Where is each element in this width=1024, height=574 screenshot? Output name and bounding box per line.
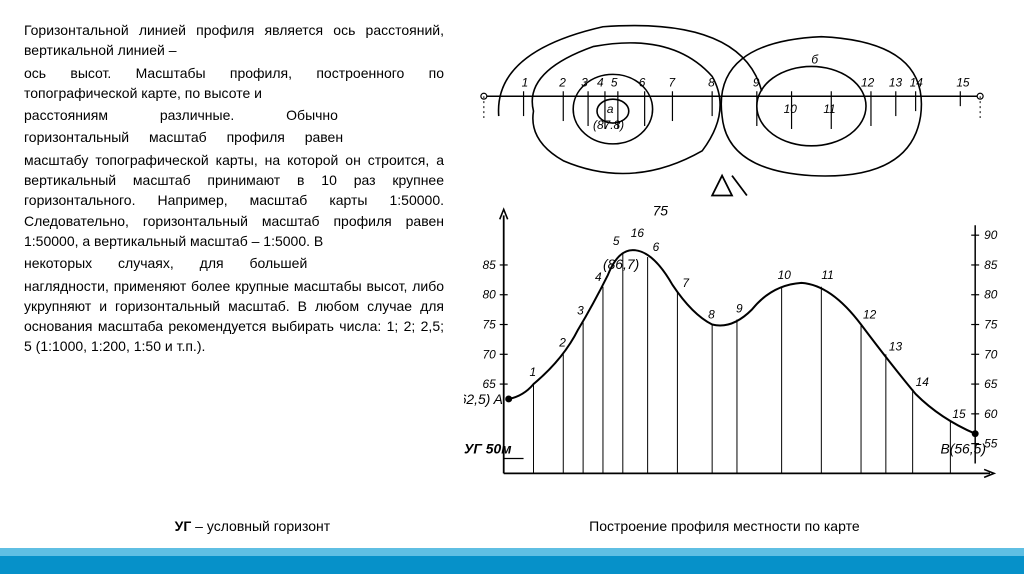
svg-text:9: 9 (736, 302, 743, 316)
svg-text:85: 85 (984, 258, 998, 272)
top-75-label: 75 (653, 202, 669, 218)
svg-text:8: 8 (708, 308, 715, 322)
left-axis-labels: 85 80 75 70 65 (483, 258, 497, 391)
svg-text:12: 12 (861, 75, 875, 89)
svg-text:55: 55 (984, 437, 998, 451)
svg-text:3: 3 (577, 304, 584, 318)
footer-light (0, 548, 1024, 556)
ug-label: УГ 50м (464, 441, 511, 457)
svg-text:13: 13 (889, 339, 903, 353)
svg-text:75: 75 (984, 317, 998, 331)
svg-text:80: 80 (984, 288, 998, 302)
paragraph: некоторых случаях, для большей (24, 253, 444, 273)
captions-row: УГ – условный горизонт Построение профил… (0, 518, 1024, 534)
svg-text:5: 5 (611, 75, 618, 89)
svg-text:2: 2 (558, 335, 566, 349)
svg-text:15: 15 (956, 75, 970, 89)
svg-text:4: 4 (595, 270, 602, 284)
profile-chart: 85 80 75 70 65 9 (464, 202, 998, 477)
svg-text:2: 2 (558, 75, 566, 89)
svg-text:70: 70 (483, 347, 497, 361)
svg-text:1: 1 (522, 75, 529, 89)
diagram-column: 1 2 3 4 5 6 7 8 9 12 13 14 15 (464, 20, 1000, 505)
paragraph: горизонтальный масштаб профиля равен (24, 127, 444, 147)
svg-text:75: 75 (483, 317, 497, 331)
terrain-diagram: 1 2 3 4 5 6 7 8 9 12 13 14 15 (464, 20, 1000, 500)
paragraph: масштабу топографической карты, на котор… (24, 150, 444, 251)
content-row: Горизонтальной линией профиля является о… (0, 0, 1024, 505)
caption-left: УГ – условный горизонт (40, 518, 465, 534)
svg-text:70: 70 (984, 347, 998, 361)
curve-point-labels: 1 2 3 4 5 6 7 8 9 10 11 12 13 14 15 16 (530, 226, 966, 421)
svg-text:12: 12 (863, 308, 877, 322)
svg-text:16: 16 (631, 226, 645, 240)
peak-value-label: (86,7) (603, 256, 639, 272)
svg-text:5: 5 (613, 234, 620, 248)
paragraph: ось высот. Масштабы профиля, построенног… (24, 63, 444, 104)
peak-b-label: б (811, 52, 819, 66)
peak-a-value: (87.8) (593, 118, 624, 132)
svg-text:90: 90 (984, 228, 998, 242)
svg-text:13: 13 (889, 75, 903, 89)
peak-11: 11 (823, 102, 835, 116)
svg-text:14: 14 (916, 375, 930, 389)
svg-text:65: 65 (984, 377, 998, 391)
svg-text:6: 6 (653, 240, 660, 254)
right-axis-labels: 90 85 80 75 70 65 60 55 (984, 228, 998, 450)
caption-right: Построение профиля местности по карте (465, 518, 984, 534)
peak-10: 10 (784, 102, 798, 116)
svg-text:8: 8 (708, 75, 715, 89)
svg-text:15: 15 (952, 407, 966, 421)
svg-text:65: 65 (483, 377, 497, 391)
ug-bold: УГ (175, 518, 192, 534)
svg-text:1: 1 (530, 365, 537, 379)
footer-dark (0, 556, 1024, 574)
svg-text:80: 80 (483, 288, 497, 302)
paragraph: Горизонтальной линией профиля является о… (24, 20, 444, 61)
svg-text:85: 85 (483, 258, 497, 272)
footer-bar (0, 548, 1024, 574)
contour-map: 1 2 3 4 5 6 7 8 9 12 13 14 15 (481, 26, 983, 196)
paragraph: расстояниям различные. Обычно (24, 105, 444, 125)
ug-rest: – условный горизонт (191, 518, 330, 534)
svg-text:11: 11 (821, 268, 833, 282)
svg-text:10: 10 (778, 268, 792, 282)
point-b-label: B(56,5) (940, 441, 986, 457)
svg-text:60: 60 (984, 407, 998, 421)
svg-text:7: 7 (668, 75, 675, 89)
point-a-label: (62,5) A (464, 391, 503, 407)
text-column: Горизонтальной линией профиля является о… (24, 20, 444, 505)
paragraph: наглядности, применяют более крупные мас… (24, 276, 444, 357)
svg-text:7: 7 (682, 276, 689, 290)
peak-a-label: a (607, 102, 614, 116)
